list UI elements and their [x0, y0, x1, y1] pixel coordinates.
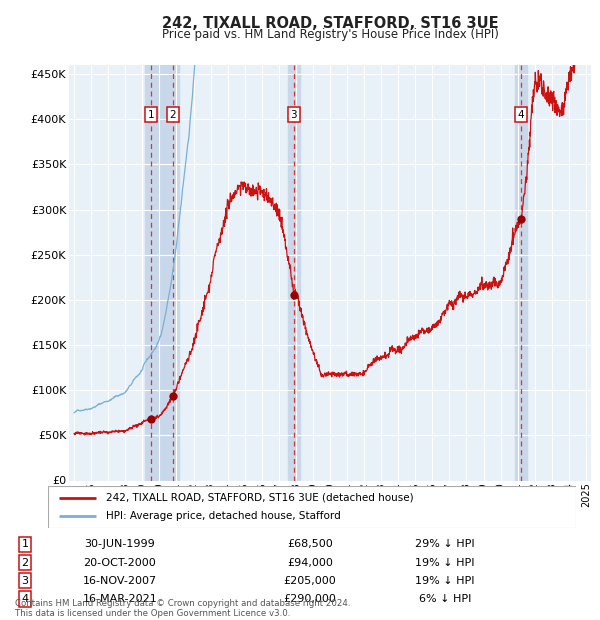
Text: Contains HM Land Registry data © Crown copyright and database right 2024.
This d: Contains HM Land Registry data © Crown c…	[15, 599, 350, 618]
Text: 2: 2	[22, 557, 29, 567]
Text: 20-OCT-2000: 20-OCT-2000	[83, 557, 157, 567]
Text: 16-MAR-2021: 16-MAR-2021	[83, 594, 157, 604]
Text: 3: 3	[22, 575, 29, 586]
Text: 19% ↓ HPI: 19% ↓ HPI	[415, 575, 475, 586]
Text: 29% ↓ HPI: 29% ↓ HPI	[415, 539, 475, 549]
Bar	[288, 65, 300, 480]
Text: 19% ↓ HPI: 19% ↓ HPI	[415, 557, 475, 567]
Text: £94,000: £94,000	[287, 557, 333, 567]
Text: HPI: Average price, detached house, Stafford: HPI: Average price, detached house, Staf…	[106, 512, 341, 521]
Text: Price paid vs. HM Land Registry's House Price Index (HPI): Price paid vs. HM Land Registry's House …	[161, 28, 499, 41]
Text: 4: 4	[518, 110, 524, 120]
Text: 4: 4	[22, 594, 29, 604]
Text: 1: 1	[148, 110, 154, 120]
Text: £290,000: £290,000	[284, 594, 337, 604]
Text: 6% ↓ HPI: 6% ↓ HPI	[419, 594, 471, 604]
Text: 1: 1	[22, 539, 29, 549]
Text: 30-JUN-1999: 30-JUN-1999	[85, 539, 155, 549]
Text: 16-NOV-2007: 16-NOV-2007	[83, 575, 157, 586]
Text: 242, TIXALL ROAD, STAFFORD, ST16 3UE: 242, TIXALL ROAD, STAFFORD, ST16 3UE	[161, 16, 499, 30]
Bar	[145, 65, 179, 480]
Text: 242, TIXALL ROAD, STAFFORD, ST16 3UE (detached house): 242, TIXALL ROAD, STAFFORD, ST16 3UE (de…	[106, 493, 414, 503]
Text: 3: 3	[290, 110, 297, 120]
Text: £205,000: £205,000	[284, 575, 337, 586]
Bar	[515, 65, 527, 480]
Text: £68,500: £68,500	[287, 539, 333, 549]
Text: 2: 2	[170, 110, 176, 120]
